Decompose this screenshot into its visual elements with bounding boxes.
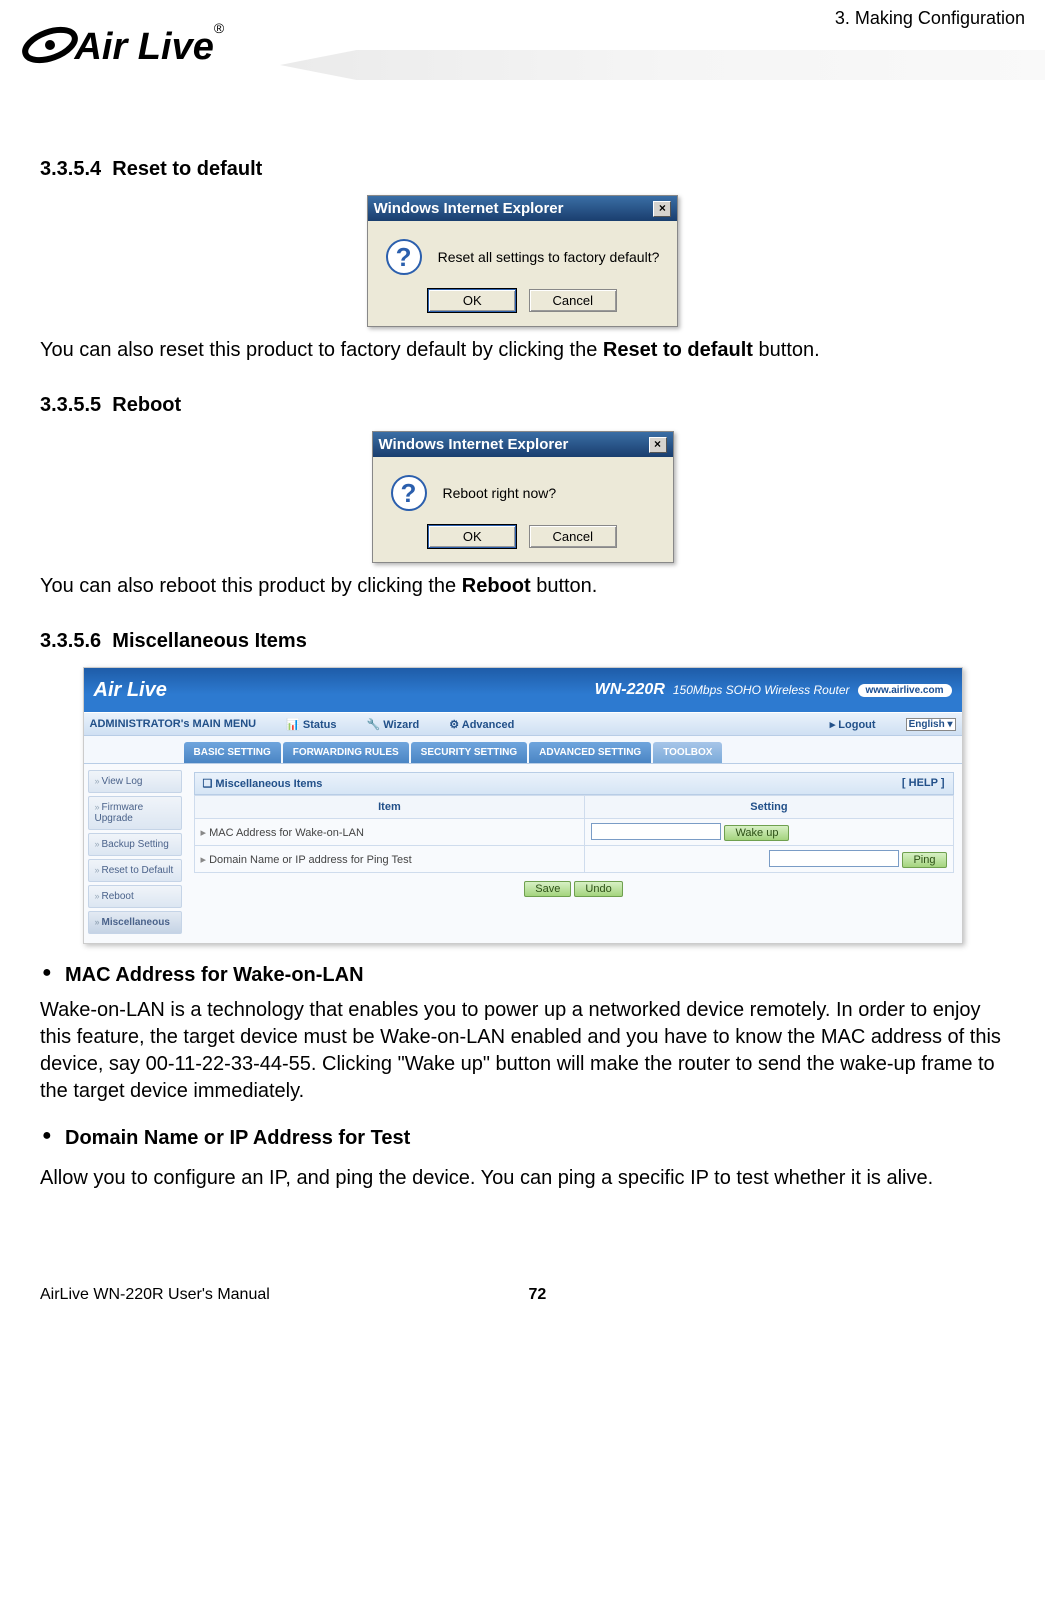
save-button[interactable]: Save xyxy=(524,881,571,897)
dialog-titlebar: Windows Internet Explorer × xyxy=(373,432,673,457)
close-icon[interactable]: × xyxy=(653,201,671,217)
cancel-button[interactable]: Cancel xyxy=(529,525,617,548)
registered-icon: ® xyxy=(214,20,224,36)
footer-left: AirLive WN-220R User's Manual xyxy=(40,1286,270,1304)
row-ping-label: Domain Name or IP address for Ping Test xyxy=(194,846,585,873)
ping-input[interactable] xyxy=(769,850,899,867)
tab-toolbox[interactable]: TOOLBOX xyxy=(653,742,722,763)
cancel-button[interactable]: Cancel xyxy=(529,289,617,312)
dialog-title: Windows Internet Explorer xyxy=(374,200,564,217)
sidebar-item-firmware[interactable]: Firmware Upgrade xyxy=(88,796,182,830)
question-icon: ? xyxy=(391,475,427,511)
chapter-label: 3. Making Configuration xyxy=(835,8,1025,29)
router-menubar: ADMINISTRATOR's MAIN MENU 📊 Status 🔧 Wiz… xyxy=(84,712,962,736)
ok-button[interactable]: OK xyxy=(428,525,516,548)
logo-swoosh-icon xyxy=(20,20,80,75)
menu-logout[interactable]: ▸ Logout xyxy=(830,718,876,731)
bullet-heading-mac: MAC Address for Wake-on-LAN xyxy=(40,964,1005,987)
row-mac-label: MAC Address for Wake-on-LAN xyxy=(194,819,585,846)
section-heading-misc: 3.3.5.6 Miscellaneous Items xyxy=(40,630,1005,653)
paragraph-reset: You can also reset this product to facto… xyxy=(40,337,1005,364)
mac-input[interactable] xyxy=(591,823,721,840)
paragraph-ping: Allow you to configure an IP, and ping t… xyxy=(40,1160,1005,1196)
page-footer: AirLive WN-220R User's Manual 72 xyxy=(0,1256,1045,1324)
tab-basic[interactable]: BASIC SETTING xyxy=(184,742,281,763)
dialog-message: Reset all settings to factory default? xyxy=(438,249,660,265)
header-gradient xyxy=(280,50,1045,80)
ping-button[interactable]: Ping xyxy=(902,852,946,868)
bullet-heading-ping: Domain Name or IP Address for Test xyxy=(40,1127,1005,1150)
section-heading-reset: 3.3.5.4 Reset to default xyxy=(40,158,1005,181)
language-select[interactable]: English ▾ xyxy=(906,718,956,731)
menu-wizard[interactable]: 🔧 Wizard xyxy=(367,718,420,731)
content-area: 3.3.5.4 Reset to default Windows Interne… xyxy=(0,120,1045,1256)
menu-advanced[interactable]: ⚙ Advanced xyxy=(449,718,514,731)
row-ping-setting: Ping xyxy=(585,846,953,873)
paragraph-mac: Wake-on-LAN is a technology that enables… xyxy=(40,997,1005,1105)
help-link[interactable]: [ HELP ] xyxy=(902,777,945,790)
logo-text: Air Live xyxy=(74,26,213,69)
question-icon: ? xyxy=(386,239,422,275)
col-setting: Setting xyxy=(585,796,953,819)
undo-button[interactable]: Undo xyxy=(574,881,622,897)
dialog-titlebar: Windows Internet Explorer × xyxy=(368,196,678,221)
logo: Air Live® xyxy=(20,20,224,75)
router-tabs: BASIC SETTING FORWARDING RULES SECURITY … xyxy=(84,736,962,764)
button-row: Save Undo xyxy=(194,873,954,897)
product-name: WN-220R xyxy=(595,681,665,699)
panel-title: ❏ Miscellaneous Items [ HELP ] xyxy=(194,772,954,795)
wakeup-button[interactable]: Wake up xyxy=(724,825,789,841)
tab-forwarding[interactable]: FORWARDING RULES xyxy=(283,742,409,763)
dialog-reboot: Windows Internet Explorer × ? Reboot rig… xyxy=(40,431,1005,563)
sidebar-item-reboot[interactable]: Reboot xyxy=(88,885,182,908)
url-pill[interactable]: www.airlive.com xyxy=(858,684,952,697)
side-nav: View Log Firmware Upgrade Backup Setting… xyxy=(84,764,186,943)
ok-button[interactable]: OK xyxy=(428,289,516,312)
close-icon[interactable]: × xyxy=(649,437,667,453)
menu-status[interactable]: 📊 Status xyxy=(286,718,336,731)
sidebar-item-misc[interactable]: Miscellaneous xyxy=(88,911,182,934)
sidebar-item-backup[interactable]: Backup Setting xyxy=(88,833,182,856)
router-ui-screenshot: Air Live WN-220R 150Mbps SOHO Wireless R… xyxy=(83,667,963,944)
sidebar-item-reset[interactable]: Reset to Default xyxy=(88,859,182,882)
tab-security[interactable]: SECURITY SETTING xyxy=(411,742,528,763)
col-item: Item xyxy=(194,796,585,819)
sidebar-item-viewlog[interactable]: View Log xyxy=(88,770,182,793)
dialog-reset: Windows Internet Explorer × ? Reset all … xyxy=(40,195,1005,327)
tab-advanced[interactable]: ADVANCED SETTING xyxy=(529,742,651,763)
paragraph-reboot: You can also reboot this product by clic… xyxy=(40,573,1005,600)
page-header: 3. Making Configuration Air Live® xyxy=(0,0,1045,120)
router-banner: Air Live WN-220R 150Mbps SOHO Wireless R… xyxy=(84,668,962,712)
menu-admin[interactable]: ADMINISTRATOR's MAIN MENU xyxy=(90,718,257,730)
page-number: 72 xyxy=(529,1286,547,1304)
section-heading-reboot: 3.3.5.5 Reboot xyxy=(40,394,1005,417)
dialog-title: Windows Internet Explorer xyxy=(379,436,569,453)
dialog-message: Reboot right now? xyxy=(443,485,557,501)
config-table: Item Setting MAC Address for Wake-on-LAN… xyxy=(194,795,954,873)
content-panel: ❏ Miscellaneous Items [ HELP ] Item Sett… xyxy=(186,764,962,943)
row-mac-setting: Wake up xyxy=(585,819,953,846)
router-logo: Air Live xyxy=(94,679,167,702)
product-subtitle: 150Mbps SOHO Wireless Router xyxy=(673,683,850,697)
